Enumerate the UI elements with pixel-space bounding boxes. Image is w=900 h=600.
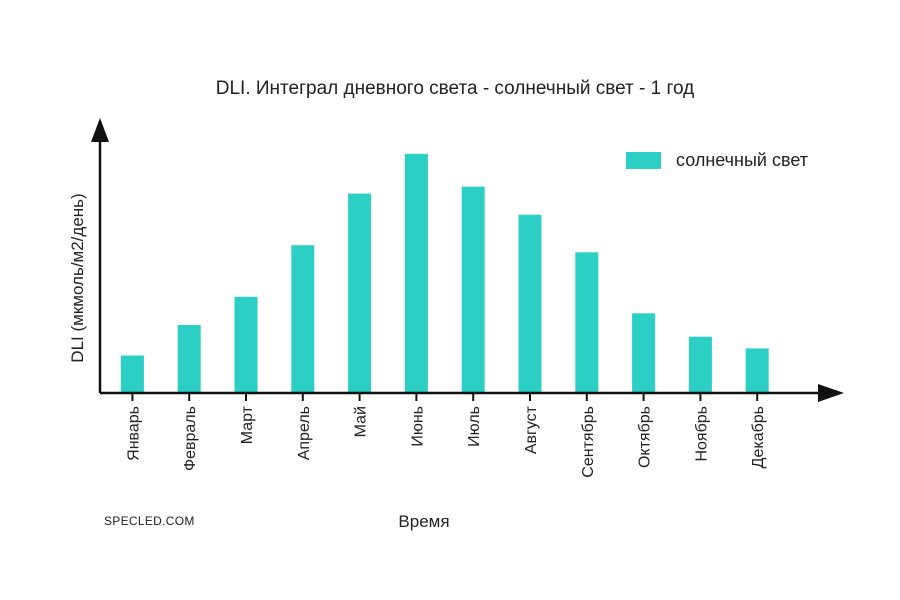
watermark-text: SPECLED.COM: [104, 514, 195, 528]
x-tick-label-3: Март: [239, 405, 256, 444]
x-tick-label-9: Сентябрь: [580, 406, 597, 478]
x-tick-label-8: Август: [523, 405, 540, 454]
bar-4: [291, 245, 315, 393]
bar-1: [120, 355, 144, 393]
legend-label: солнечный свет: [676, 150, 808, 170]
bar-6: [404, 153, 428, 393]
x-tick-label-4: Апрель: [296, 406, 313, 460]
x-axis-arrow: [818, 384, 844, 402]
y-axis-label: DLI (мкмоль/м2/день): [68, 193, 87, 362]
bar-2: [177, 325, 201, 393]
x-tick-labels-group: Январь Февраль Март Апрель Май Июнь Июль Август…: [125, 393, 767, 478]
legend: солнечный свет: [626, 150, 808, 170]
bar-10: [632, 313, 656, 393]
chart-title: DLI. Интеграл дневного света - солнечный…: [216, 78, 695, 99]
x-tick-label-5: Май: [353, 406, 370, 437]
bar-12: [745, 348, 769, 393]
x-tick-label-10: Октябрь: [637, 406, 654, 468]
bar-11: [688, 336, 712, 393]
bar-8: [518, 214, 542, 393]
bars-group: [120, 153, 769, 393]
x-tick-label-7: Июль: [466, 406, 483, 447]
y-axis-arrow: [91, 118, 109, 142]
legend-swatch: [626, 152, 661, 169]
bar-3: [234, 296, 258, 393]
bar-9: [575, 252, 599, 393]
x-tick-label-11: Ноябрь: [693, 406, 710, 462]
bar-5: [348, 193, 372, 393]
x-tick-label-1: Январь: [125, 406, 142, 461]
x-axis-label: Время: [398, 512, 449, 531]
bar-7: [461, 186, 485, 393]
x-tick-label-2: Февраль: [182, 406, 199, 471]
x-tick-label-6: Июнь: [409, 406, 426, 447]
x-tick-label-12: Декабрь: [750, 406, 767, 468]
